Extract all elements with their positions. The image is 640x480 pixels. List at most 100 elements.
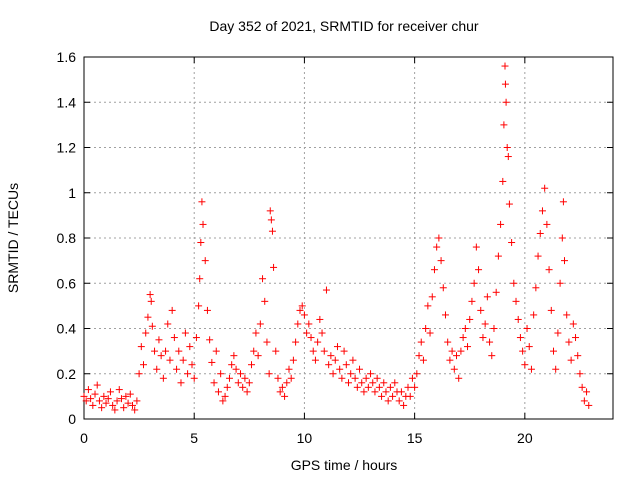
data-point bbox=[510, 279, 518, 287]
data-point bbox=[428, 293, 436, 301]
data-point bbox=[408, 374, 416, 382]
data-point bbox=[545, 266, 553, 274]
data-point bbox=[82, 397, 90, 405]
data-point bbox=[228, 361, 236, 369]
y-tick-label: 0 bbox=[68, 411, 76, 427]
data-point bbox=[450, 365, 458, 373]
data-point bbox=[195, 302, 203, 310]
data-point bbox=[316, 315, 324, 323]
data-point bbox=[558, 234, 566, 242]
data-point bbox=[289, 356, 297, 364]
x-axis-label: GPS time / hours bbox=[291, 457, 398, 473]
data-point bbox=[173, 365, 181, 373]
data-point bbox=[113, 397, 121, 405]
data-point bbox=[320, 347, 328, 355]
data-point bbox=[472, 243, 480, 251]
data-point bbox=[263, 338, 271, 346]
y-axis-label: SRMTID / TECUs bbox=[5, 183, 21, 293]
data-point bbox=[142, 329, 150, 337]
data-point bbox=[197, 239, 205, 247]
data-point bbox=[120, 404, 128, 412]
y-tick-label: 1 bbox=[68, 185, 76, 201]
data-point bbox=[503, 144, 511, 151]
data-point bbox=[468, 297, 476, 305]
data-point bbox=[133, 397, 141, 405]
data-point bbox=[417, 338, 425, 346]
x-tick-label: 5 bbox=[190, 430, 198, 446]
data-point bbox=[267, 216, 275, 224]
data-point bbox=[225, 374, 233, 382]
data-point bbox=[525, 343, 533, 351]
data-point bbox=[565, 338, 573, 346]
data-point bbox=[459, 334, 467, 342]
data-point bbox=[153, 365, 161, 373]
data-point bbox=[453, 352, 461, 360]
data-point bbox=[179, 356, 187, 364]
data-point bbox=[325, 361, 333, 369]
data-point bbox=[444, 338, 452, 346]
y-tick-label: 0.6 bbox=[57, 275, 77, 291]
data-point bbox=[500, 121, 508, 129]
data-point bbox=[177, 379, 185, 387]
data-point bbox=[514, 315, 522, 323]
data-point bbox=[281, 392, 289, 400]
data-point bbox=[502, 98, 510, 106]
data-point bbox=[122, 392, 130, 400]
data-point bbox=[406, 392, 414, 400]
data-point bbox=[296, 306, 304, 314]
data-point bbox=[203, 306, 211, 314]
data-point bbox=[494, 252, 502, 260]
data-point bbox=[198, 198, 206, 206]
data-point bbox=[508, 239, 516, 247]
data-point bbox=[424, 302, 432, 310]
data-point bbox=[576, 370, 584, 378]
y-tick-label: 0.2 bbox=[57, 366, 77, 382]
data-point bbox=[164, 320, 172, 328]
data-point bbox=[466, 315, 474, 323]
data-point bbox=[521, 361, 529, 369]
data-point bbox=[384, 397, 392, 405]
data-point bbox=[541, 184, 549, 192]
y-tick-label: 0.8 bbox=[57, 230, 77, 246]
data-point bbox=[89, 401, 97, 409]
data-point bbox=[252, 329, 260, 337]
data-point bbox=[530, 311, 538, 319]
data-point bbox=[192, 334, 200, 342]
data-point bbox=[265, 370, 273, 378]
data-point bbox=[583, 388, 591, 396]
data-point bbox=[422, 325, 430, 332]
data-point bbox=[298, 302, 306, 310]
data-point bbox=[232, 365, 240, 373]
data-point bbox=[389, 392, 397, 400]
data-point bbox=[212, 347, 220, 355]
data-point bbox=[155, 336, 163, 344]
data-point bbox=[362, 374, 370, 382]
data-point bbox=[435, 234, 443, 242]
data-point bbox=[241, 374, 249, 382]
data-point bbox=[400, 401, 408, 409]
data-point bbox=[245, 379, 253, 387]
data-point bbox=[331, 356, 339, 364]
y-tick-label: 0.4 bbox=[57, 321, 77, 337]
data-point bbox=[196, 275, 204, 283]
data-point bbox=[415, 352, 423, 360]
data-point bbox=[106, 388, 114, 396]
data-point bbox=[210, 379, 218, 387]
data-point bbox=[243, 388, 251, 396]
data-point bbox=[578, 383, 586, 391]
data-point bbox=[538, 207, 546, 215]
data-point bbox=[481, 320, 489, 328]
data-point bbox=[358, 379, 366, 387]
data-point bbox=[364, 383, 372, 391]
data-point bbox=[433, 243, 441, 251]
data-point bbox=[512, 297, 520, 305]
data-point bbox=[395, 397, 403, 405]
data-point bbox=[100, 392, 108, 400]
data-point bbox=[201, 257, 209, 265]
data-point bbox=[327, 352, 335, 360]
data-point bbox=[559, 198, 567, 206]
data-point bbox=[360, 388, 368, 396]
data-point bbox=[397, 388, 405, 396]
data-point bbox=[567, 356, 575, 364]
data-point bbox=[239, 383, 247, 391]
